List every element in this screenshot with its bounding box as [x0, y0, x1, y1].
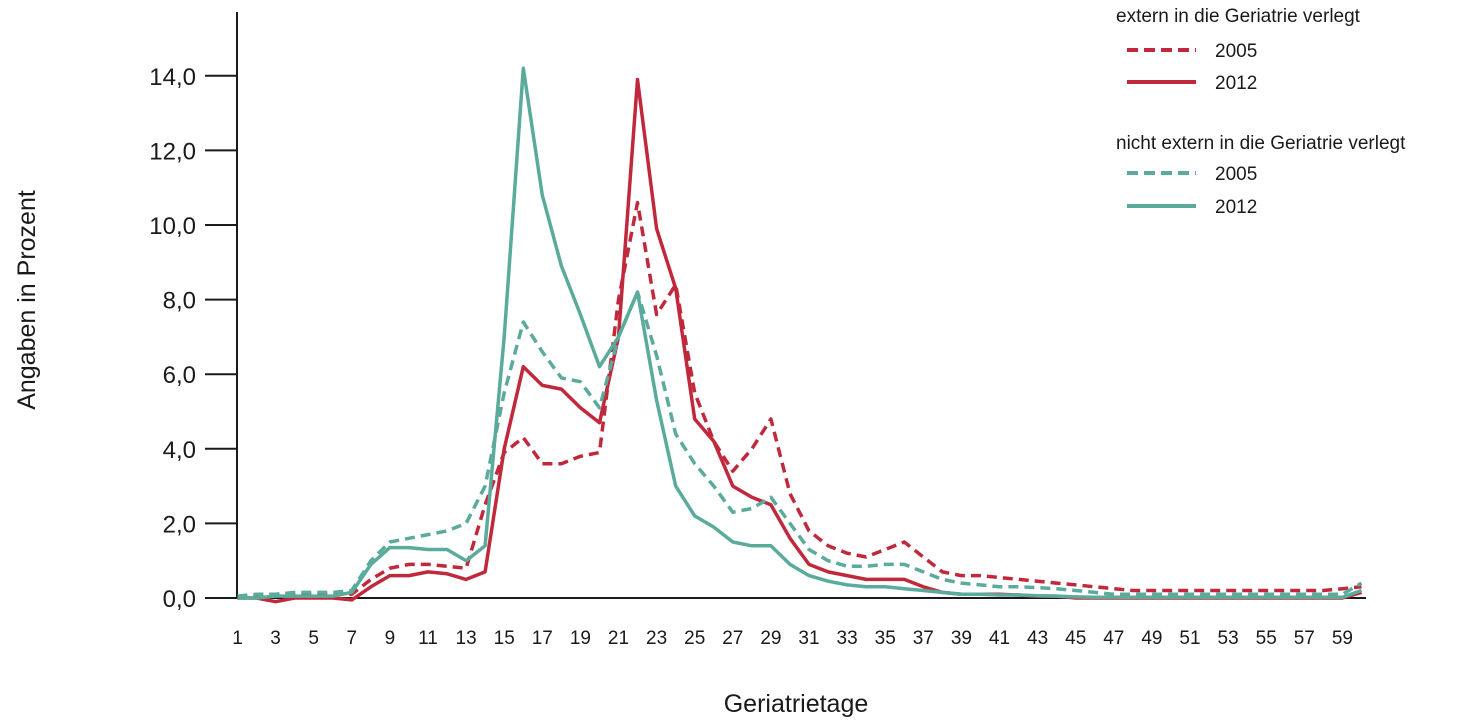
y-tick-label: 0,0 — [163, 586, 196, 613]
legend-label-extern-2012: 2012 — [1215, 73, 1257, 94]
x-tick-label: 33 — [837, 628, 858, 649]
x-tick-label: 31 — [798, 628, 819, 649]
legend-group-title-nicht-extern: nicht extern in die Geriatrie verlegt — [1116, 133, 1406, 154]
x-tick-label: 39 — [951, 628, 972, 649]
series-line-nicht-extern-2005 — [237, 290, 1363, 598]
x-tick-label: 37 — [913, 628, 934, 649]
x-tick-label: 35 — [875, 628, 896, 649]
y-tick-label: 10,0 — [149, 213, 196, 240]
x-tick-label: 1 — [232, 628, 243, 649]
x-tick-label: 53 — [1218, 628, 1239, 649]
legend-label-nicht-extern-2012: 2012 — [1215, 197, 1257, 218]
x-tick-label: 7 — [347, 628, 358, 649]
legend-label-nicht-extern-2005: 2005 — [1215, 164, 1257, 185]
series-layer — [237, 66, 1363, 604]
x-tick-label: 55 — [1256, 628, 1277, 649]
x-tick-label: 49 — [1141, 628, 1162, 649]
x-tick-label: 45 — [1065, 628, 1086, 649]
series-line-nicht-extern-2012 — [237, 66, 1363, 600]
x-tick-label: 13 — [456, 628, 477, 649]
x-tick-label: 57 — [1294, 628, 1315, 649]
series-line-extern-2005 — [237, 200, 1362, 600]
x-tick-label: 15 — [494, 628, 515, 649]
x-tick-label: 27 — [722, 628, 743, 649]
x-tick-label: 41 — [989, 628, 1010, 649]
x-tick-label: 51 — [1179, 628, 1200, 649]
y-axis-ticks: 0,0 2,0 4,0 6,0 8,0 10,0 12,0 14,0 — [149, 64, 237, 613]
legend-group-title-extern: extern in die Geriatrie verlegt — [1116, 6, 1361, 27]
x-tick-label: 23 — [646, 628, 667, 649]
x-tick-label: 21 — [608, 628, 629, 649]
x-tick-label: 59 — [1332, 628, 1353, 649]
legend: extern in die Geriatrie verlegt 2005 201… — [1116, 6, 1406, 218]
x-tick-label: 47 — [1103, 628, 1124, 649]
x-tick-label: 17 — [532, 628, 553, 649]
series-line-extern-2012 — [237, 77, 1362, 604]
x-tick-label: 5 — [308, 628, 319, 649]
y-tick-label: 6,0 — [163, 362, 196, 389]
x-tick-label: 29 — [760, 628, 781, 649]
y-tick-label: 4,0 — [163, 437, 196, 464]
y-tick-label: 2,0 — [163, 511, 196, 538]
x-tick-label: 19 — [570, 628, 591, 649]
x-tick-label: 9 — [385, 628, 396, 649]
x-tick-label: 3 — [270, 628, 281, 649]
x-axis-title: Geriatrietage — [724, 690, 869, 718]
y-tick-label: 12,0 — [149, 138, 196, 165]
y-tick-label: 14,0 — [149, 64, 196, 91]
y-tick-label: 8,0 — [163, 288, 196, 315]
x-axis-ticks: 1 3 5 7 9 11 13 15 17 19 21 23 25 27 29 31 33 35 37 39 41 43 4… — [232, 628, 1353, 649]
x-tick-label: 11 — [418, 628, 438, 649]
y-axis-title: Angaben in Prozent — [13, 190, 41, 410]
chart-axes — [205, 12, 1366, 599]
x-tick-label: 25 — [684, 628, 705, 649]
x-tick-label: 43 — [1027, 628, 1048, 649]
legend-label-extern-2005: 2005 — [1215, 41, 1257, 62]
